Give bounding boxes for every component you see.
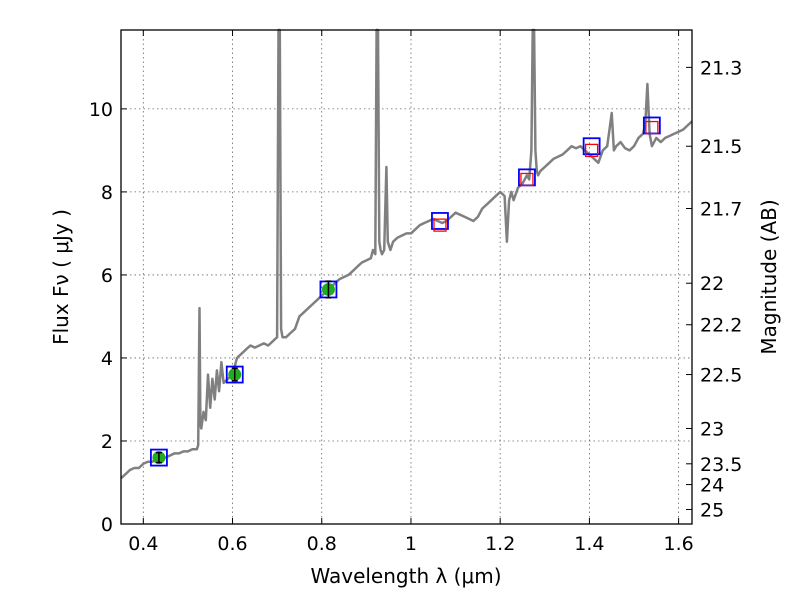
upper-limit-marker — [645, 120, 659, 135]
y-tick-label: 2 — [101, 431, 113, 453]
y-tick-label: 10 — [89, 99, 113, 121]
model-photometry-square — [225, 365, 244, 384]
y-tick-label: 8 — [101, 182, 113, 204]
x-tick-label: 0.8 — [307, 533, 337, 555]
spectrum-line — [120, 28, 693, 480]
model-photometry-square — [582, 137, 601, 156]
x-tick-label: 1.2 — [485, 533, 515, 555]
magnitude-tick-label: 22.2 — [700, 315, 742, 337]
axis-tick-labels: 0.4 0.6 0.8 1 1.2 1.4 1.6024681021.321.521.722… — [89, 57, 743, 555]
x-axis-label: Wavelength λ (μm) — [310, 564, 501, 588]
model-photometry-square — [150, 448, 168, 467]
y-tick-label: 6 — [101, 265, 113, 287]
magnitude-tick-label: 25 — [700, 499, 724, 521]
plot-area-frame — [120, 29, 693, 525]
y-tick-label: 4 — [101, 348, 113, 370]
upper-limit-marker — [520, 172, 534, 187]
model-spectrum — [120, 28, 693, 480]
upper-limit-marker — [433, 218, 447, 232]
magnitude-tick-label: 21.3 — [700, 57, 742, 79]
photometry-markers — [150, 116, 661, 467]
x-tick-label: 0.6 — [217, 533, 247, 555]
x-tick-label: 0.4 — [128, 533, 158, 555]
magnitude-tick-label: 22 — [700, 273, 724, 295]
magnitude-tick-label: 21.5 — [700, 136, 742, 158]
x-tick-label: 1 — [405, 533, 417, 555]
axis-ticks — [121, 30, 692, 525]
magnitude-tick-label: 24 — [700, 475, 724, 497]
magnitude-axis-label: Magnitude (AB) — [757, 199, 781, 354]
upper-limit-marker — [584, 143, 599, 158]
y-axis-label: Flux Fν ( μJy ) — [49, 209, 73, 345]
magnitude-tick-label: 23.5 — [700, 454, 742, 476]
magnitude-tick-label: 23 — [700, 419, 724, 441]
magnitude-tick-label: 21.7 — [700, 199, 742, 221]
magnitude-tick-label: 22.5 — [700, 365, 742, 387]
x-tick-label: 1.4 — [574, 533, 604, 555]
grid-lines — [121, 30, 692, 525]
y-tick-label: 0 — [101, 514, 113, 536]
model-photometry-square — [431, 212, 449, 230]
x-tick-label: 1.6 — [664, 533, 694, 555]
